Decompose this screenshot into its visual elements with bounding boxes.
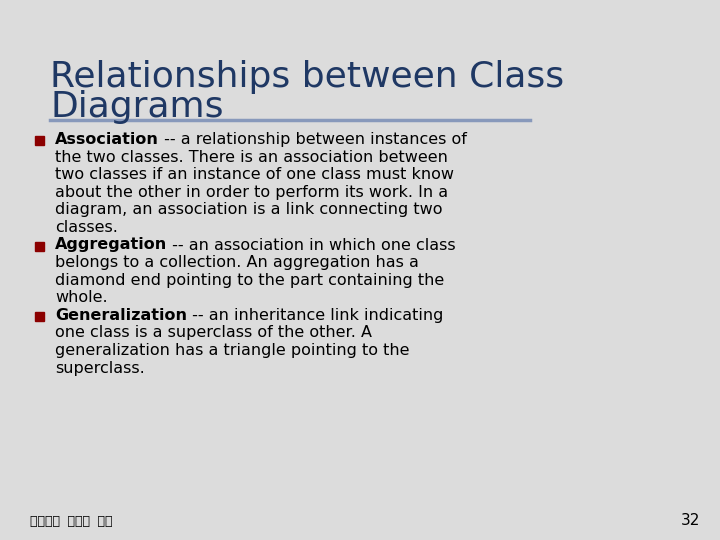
Text: diamond end pointing to the part containing the: diamond end pointing to the part contain…: [55, 273, 444, 287]
Text: about the other in order to perform its work. In a: about the other in order to perform its …: [55, 185, 448, 199]
Bar: [35, 241, 44, 251]
Text: 32: 32: [680, 513, 700, 528]
Text: one class is a superclass of the other. A: one class is a superclass of the other. …: [55, 326, 372, 341]
Text: two classes if an instance of one class must know: two classes if an instance of one class …: [55, 167, 454, 182]
Text: Association: Association: [55, 132, 159, 147]
Text: Generalization: Generalization: [55, 308, 187, 323]
Text: -- an association in which one class: -- an association in which one class: [167, 238, 456, 253]
Text: Aggregation: Aggregation: [55, 238, 167, 253]
Bar: [35, 136, 44, 145]
Text: whole.: whole.: [55, 290, 107, 305]
Text: 交大資工 蔡文能 計概: 交大資工 蔡文能 計概: [30, 515, 112, 528]
Text: Diagrams: Diagrams: [50, 90, 223, 124]
Text: the two classes. There is an association between: the two classes. There is an association…: [55, 150, 448, 165]
Text: diagram, an association is a link connecting two: diagram, an association is a link connec…: [55, 202, 443, 217]
Text: -- a relationship between instances of: -- a relationship between instances of: [159, 132, 467, 147]
Text: superclass.: superclass.: [55, 361, 145, 375]
Text: classes.: classes.: [55, 219, 118, 234]
Bar: [35, 312, 44, 321]
Text: -- an inheritance link indicating: -- an inheritance link indicating: [187, 308, 444, 323]
Text: Relationships between Class: Relationships between Class: [50, 60, 564, 94]
Text: belongs to a collection. An aggregation has a: belongs to a collection. An aggregation …: [55, 255, 419, 270]
Text: generalization has a triangle pointing to the: generalization has a triangle pointing t…: [55, 343, 410, 358]
